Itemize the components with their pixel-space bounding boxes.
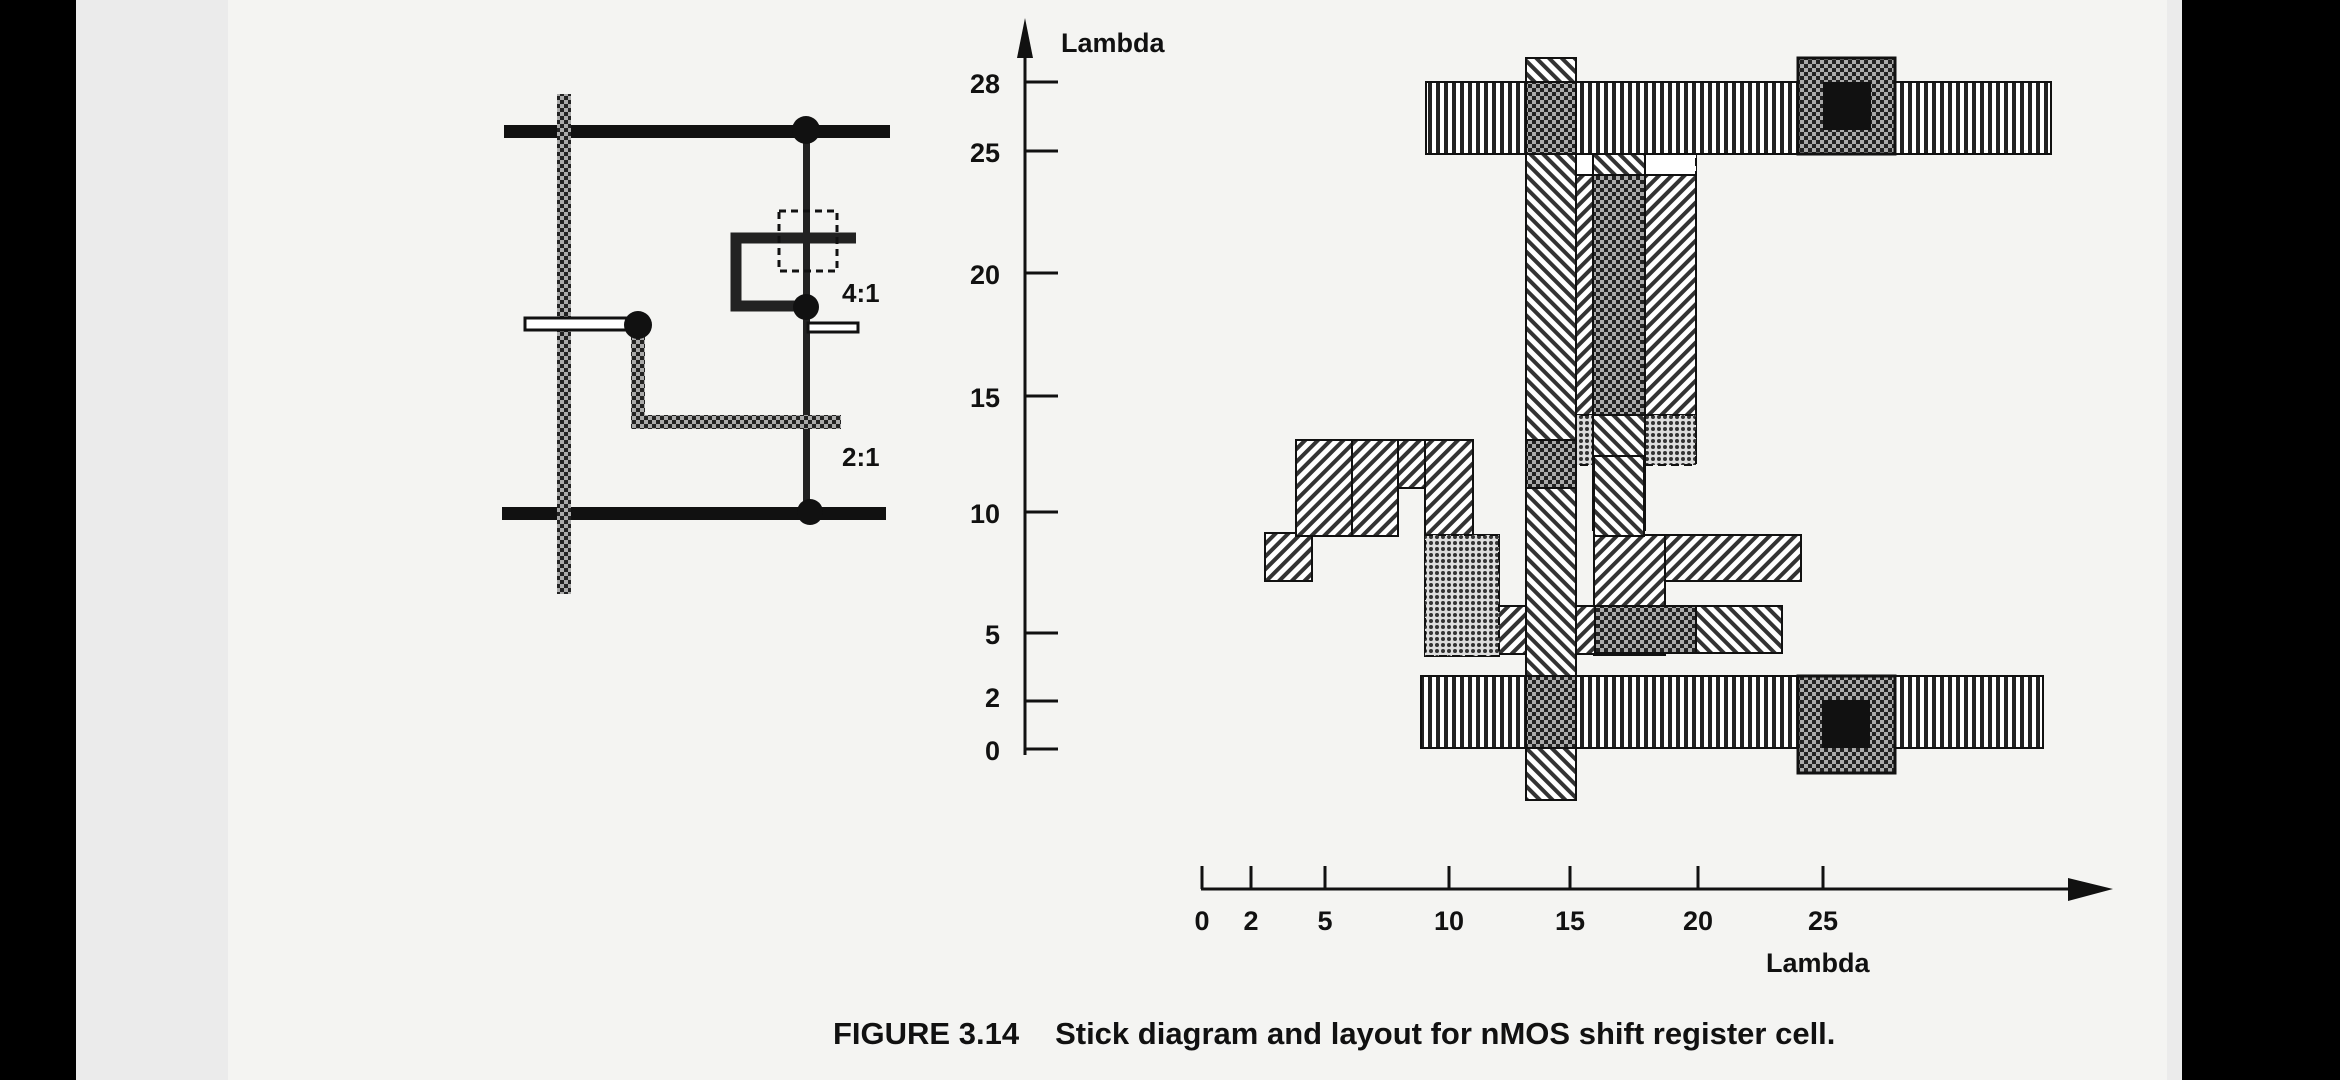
y-tick-label: 15 [970, 383, 1000, 413]
y-tick: 28 [970, 69, 1058, 99]
y-tick: 25 [970, 138, 1058, 168]
y-tick-label: 28 [970, 69, 1000, 99]
x-tick: 15 [1555, 866, 1585, 936]
x-tick-label: 0 [1194, 906, 1209, 936]
x-tick-label: 2 [1243, 906, 1258, 936]
document-page: 4:1 2:1 Lambda 28 25 20 15 10 5 2 0 0 2 … [228, 0, 2167, 1080]
y-tick-label: 25 [970, 138, 1000, 168]
input-poly-stub [1264, 532, 1313, 582]
stick-gnd-rail [502, 507, 886, 520]
stick-node [792, 116, 820, 144]
x-tick: 2 [1243, 866, 1259, 936]
stick-node [624, 311, 652, 339]
y-tick: 20 [970, 260, 1058, 290]
x-tick: 20 [1683, 866, 1713, 936]
stick-input-bar [523, 316, 641, 332]
pullup-channel [1592, 174, 1646, 416]
clock-poly-crossing [1525, 439, 1577, 489]
stick-diagram: 4:1 2:1 [502, 94, 890, 594]
figure-3-14: 4:1 2:1 Lambda 28 25 20 15 10 5 2 0 0 2 … [502, 18, 2113, 978]
layout-x-axis: 0 2 5 10 15 20 25 Lambda [1194, 866, 2113, 978]
x-axis-arrow [2068, 878, 2113, 901]
x-tick: 25 [1808, 866, 1838, 936]
pulldown-channel [1593, 605, 1697, 654]
stick-lower-poly [631, 324, 841, 429]
ratio-label-4-1: 4:1 [842, 278, 880, 308]
stick-upper-poly [730, 232, 856, 312]
x-axis-label: Lambda [1766, 948, 1871, 978]
x-tick-label: 25 [1808, 906, 1838, 936]
y-tick: 2 [985, 683, 1058, 713]
stick-node [797, 499, 823, 525]
output-diffusion [1664, 534, 1802, 582]
y-tick: 10 [970, 499, 1058, 529]
clock-poly-crossing [1525, 81, 1577, 155]
layout-drawing [1264, 56, 2052, 801]
figure-title: Stick diagram and layout for nMOS shift … [1055, 1016, 1836, 1051]
gnd-metal-rail [1420, 675, 2044, 749]
figure-number: FIGURE 3.14 [833, 1016, 1020, 1051]
x-tick: 0 [1194, 866, 1210, 936]
stick-node [793, 294, 819, 320]
y-axis-label: Lambda [1061, 28, 1166, 58]
vdd-metal-rail [1425, 81, 2052, 155]
input-poly-left [1349, 439, 1399, 537]
y-tick: 0 [985, 736, 1058, 766]
y-tick: 5 [985, 620, 1058, 650]
clock-poly-crossing [1525, 675, 1577, 749]
figure-caption: FIGURE 3.14 Stick diagram and layout for … [833, 1016, 2133, 1052]
x-tick-label: 10 [1434, 906, 1464, 936]
input-poly-right [1424, 439, 1474, 537]
vdd-contact-cut [1823, 82, 1871, 130]
gnd-contact-cut [1822, 700, 1870, 748]
y-tick-label: 10 [970, 499, 1000, 529]
stick-buried-contact [777, 209, 839, 273]
y-tick-label: 20 [970, 260, 1000, 290]
diffusion-link [1593, 455, 1645, 537]
buried-contact-lower [1424, 534, 1500, 657]
x-tick-label: 15 [1555, 906, 1585, 936]
stick-output-bar [806, 321, 860, 334]
y-tick-label: 0 [985, 736, 1000, 766]
y-tick: 15 [970, 383, 1058, 413]
stick-vertical-poly [557, 94, 571, 594]
x-tick-label: 20 [1683, 906, 1713, 936]
x-tick: 5 [1317, 866, 1333, 936]
y-tick-label: 5 [985, 620, 1000, 650]
input-poly-bend [1295, 439, 1353, 537]
ratio-label-2-1: 2:1 [842, 442, 880, 472]
y-axis-arrow [1017, 18, 1033, 58]
layout-y-axis: Lambda 28 25 20 15 10 5 2 0 [970, 18, 1166, 766]
y-tick-label: 2 [985, 683, 1000, 713]
x-tick-label: 5 [1317, 906, 1332, 936]
x-tick: 10 [1434, 866, 1464, 936]
